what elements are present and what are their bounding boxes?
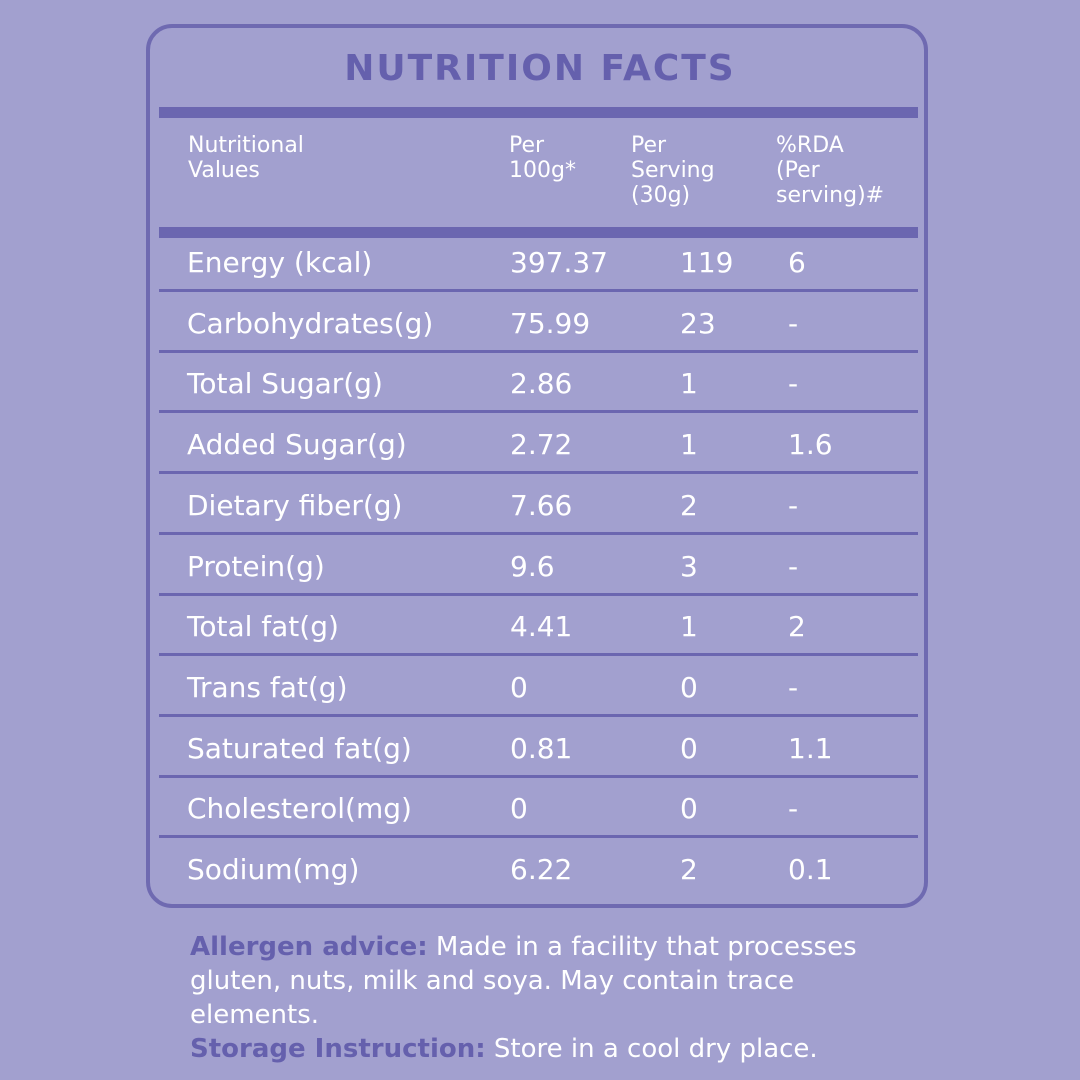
allergen-advice: Allergen advice: Made in a facility that… (190, 930, 910, 1032)
per-serving-value: 3 (680, 549, 698, 583)
row-divider (159, 835, 918, 839)
per-100g-value: 0 (510, 670, 528, 704)
rda-value: - (788, 549, 799, 583)
per-serving-value: 0 (680, 731, 698, 765)
row-divider (159, 349, 918, 353)
row-divider (159, 289, 918, 292)
rda-value: - (788, 367, 799, 401)
rda-value: - (788, 306, 799, 340)
nutrient-name: Protein(g) (187, 549, 325, 583)
header-per-100g: Per 100g* (509, 133, 576, 183)
nutrient-name: Cholesterol(mg) (187, 792, 412, 826)
per-100g-value: 397.37 (510, 246, 608, 279)
per-100g-value: 2.86 (510, 367, 573, 401)
per-100g-value: 4.41 (510, 610, 573, 644)
header-bottom-rule (159, 227, 918, 238)
per-serving-value: 23 (680, 306, 716, 340)
per-100g-value: 0 (510, 792, 528, 826)
per-serving-value: 1 (680, 610, 698, 644)
nutrient-name: Dietary fiber(g) (187, 488, 403, 522)
per-serving-value: 0 (680, 792, 698, 826)
per-100g-value: 0.81 (510, 731, 573, 765)
header-rda: %RDA (Per serving)# (776, 133, 885, 208)
storage-label: Storage Instruction: (190, 1034, 486, 1064)
per-serving-value: 0 (680, 670, 698, 704)
rda-value: 6 (788, 246, 806, 279)
rda-value: 1.6 (788, 428, 833, 462)
per-serving-value: 1 (680, 367, 698, 401)
allergen-label: Allergen advice: (190, 932, 428, 962)
nutrient-name: Total fat(g) (187, 610, 339, 644)
header-nutritional-values: Nutritional Values (188, 133, 304, 183)
per-100g-value: 2.72 (510, 428, 573, 462)
storage-text: Store in a cool dry place. (485, 1034, 818, 1064)
nutrient-name: Carbohydrates(g) (187, 306, 434, 340)
per-100g-value: 7.66 (510, 488, 573, 522)
row-divider (159, 410, 918, 414)
rda-value: - (788, 792, 799, 826)
rda-value: 1.1 (788, 731, 833, 765)
nutrient-name: Saturated fat(g) (187, 731, 412, 765)
row-divider (159, 713, 918, 717)
nutrient-name: Total Sugar(g) (187, 367, 383, 401)
nutrient-name: Sodium(mg) (187, 853, 360, 886)
row-divider (159, 471, 918, 475)
nutrition-panel (146, 24, 928, 908)
storage-instruction: Storage Instruction: Store in a cool dry… (190, 1032, 910, 1066)
per-serving-value: 2 (680, 488, 698, 522)
per-100g-value: 75.99 (510, 306, 591, 340)
header-per-serving: Per Serving (30g) (631, 133, 715, 208)
per-serving-value: 119 (680, 246, 734, 279)
nutrient-name: Trans fat(g) (187, 670, 348, 704)
row-divider (159, 531, 918, 535)
row-divider (159, 592, 918, 596)
rda-value: - (788, 488, 799, 522)
row-divider (159, 653, 918, 657)
header-top-rule (159, 107, 918, 118)
allergen-text: Made in a facility that processes gluten… (190, 932, 857, 1030)
per-serving-value: 1 (680, 428, 698, 462)
nutrition-title: NUTRITION FACTS (344, 48, 736, 89)
per-100g-value: 6.22 (510, 853, 573, 886)
rda-value: 2 (788, 610, 806, 644)
rda-value: 0.1 (788, 853, 833, 886)
per-serving-value: 2 (680, 853, 698, 886)
per-100g-value: 9.6 (510, 549, 555, 583)
row-divider (159, 774, 918, 778)
rda-value: - (788, 670, 799, 704)
nutrient-name: Added Sugar(g) (187, 428, 407, 462)
nutrient-name: Energy (kcal) (187, 246, 373, 279)
